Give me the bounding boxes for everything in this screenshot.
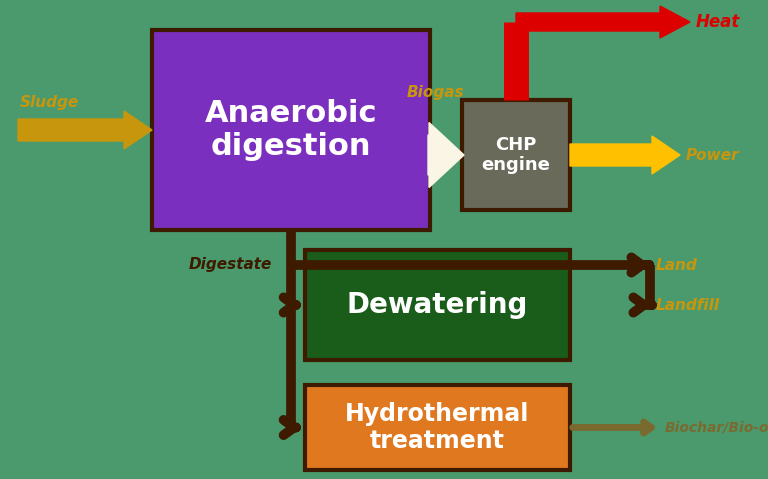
Text: Anaerobic
digestion: Anaerobic digestion xyxy=(205,99,377,161)
FancyBboxPatch shape xyxy=(305,385,570,470)
Text: Dewatering: Dewatering xyxy=(347,291,528,319)
Text: Hydrothermal
treatment: Hydrothermal treatment xyxy=(346,401,530,454)
FancyBboxPatch shape xyxy=(462,100,570,210)
FancyBboxPatch shape xyxy=(305,250,570,360)
Text: Land: Land xyxy=(656,258,698,273)
FancyBboxPatch shape xyxy=(152,30,430,230)
FancyArrow shape xyxy=(428,123,464,187)
Text: Biogas: Biogas xyxy=(406,84,464,100)
Text: CHP
engine: CHP engine xyxy=(482,136,551,174)
Text: Heat: Heat xyxy=(696,13,740,31)
Text: Biochar/Bio-oil: Biochar/Bio-oil xyxy=(665,421,768,434)
Text: Landfill: Landfill xyxy=(656,297,720,312)
FancyArrow shape xyxy=(570,136,680,174)
FancyArrow shape xyxy=(18,111,152,149)
FancyArrow shape xyxy=(516,6,690,38)
Text: Sludge: Sludge xyxy=(20,94,79,110)
Text: Digestate: Digestate xyxy=(188,258,272,273)
Text: Power: Power xyxy=(686,148,740,162)
